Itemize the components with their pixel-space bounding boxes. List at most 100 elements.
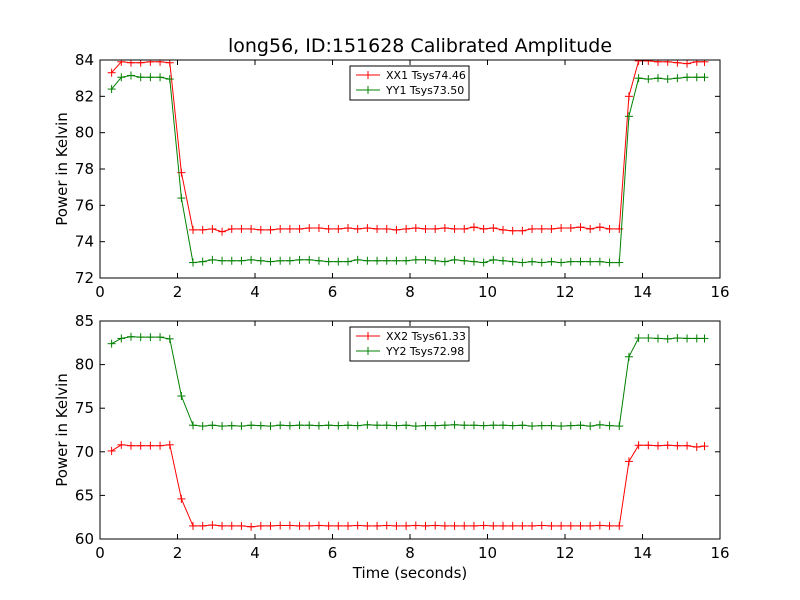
data-point — [295, 224, 304, 233]
data-point — [499, 421, 507, 430]
data-point — [177, 391, 186, 400]
data-point — [146, 60, 155, 66]
data-point — [479, 421, 488, 430]
data-point — [634, 441, 643, 450]
data-point — [654, 334, 662, 343]
data-point — [363, 420, 372, 429]
data-point — [411, 224, 420, 233]
x-tick-label: 16 — [710, 544, 729, 562]
data-point — [411, 422, 420, 431]
data-point — [363, 256, 372, 265]
data-point — [247, 255, 256, 264]
legend: XX2 Tsys61.33 YY2 Tsys72.98 — [349, 326, 470, 362]
data-point — [334, 421, 343, 430]
data-point — [392, 225, 401, 234]
data-point — [156, 60, 165, 66]
data-point — [537, 521, 546, 530]
data-point — [489, 521, 498, 530]
data-point — [353, 421, 362, 430]
data-point — [107, 339, 116, 348]
data-point — [663, 334, 672, 343]
data-point — [353, 224, 362, 233]
data-point — [256, 256, 265, 265]
data-point — [256, 521, 265, 530]
data-point — [586, 521, 595, 530]
data-point — [402, 421, 411, 430]
x-tick-label: 6 — [328, 544, 338, 562]
data-point — [247, 522, 256, 531]
data-point — [334, 521, 343, 530]
data-point — [692, 73, 701, 82]
x-tick-label: 16 — [710, 283, 729, 301]
data-point — [165, 440, 174, 449]
data-point — [566, 421, 575, 430]
data-point — [177, 494, 186, 503]
data-point — [324, 224, 333, 233]
data-point — [499, 256, 507, 265]
data-point — [605, 258, 614, 267]
data-point — [654, 74, 662, 83]
data-point — [107, 68, 116, 77]
data-point — [460, 256, 469, 265]
data-point — [469, 421, 478, 430]
data-point — [624, 352, 633, 361]
data-point — [634, 74, 643, 83]
data-point — [421, 421, 430, 430]
data-point — [518, 258, 527, 267]
data-point — [518, 421, 527, 430]
data-point — [136, 441, 145, 450]
data-point — [692, 334, 701, 343]
data-point — [324, 521, 333, 530]
data-point — [528, 257, 537, 266]
data-point — [295, 421, 304, 430]
data-point — [227, 521, 236, 530]
data-point — [634, 60, 643, 65]
data-point — [117, 334, 126, 343]
data-point — [615, 258, 624, 267]
data-point — [373, 224, 382, 233]
y-tick-label: 76 — [75, 196, 94, 214]
data-point — [314, 521, 323, 530]
data-point — [117, 60, 126, 66]
data-point — [450, 224, 459, 233]
data-point — [537, 258, 546, 267]
series-group — [107, 332, 709, 531]
data-point — [218, 422, 227, 431]
data-point — [334, 224, 343, 233]
data-point — [576, 521, 585, 530]
data-point — [673, 334, 682, 343]
data-point — [256, 225, 265, 234]
data-point — [499, 225, 507, 234]
x-tick-label: 0 — [95, 283, 105, 301]
y-tick-label: 80 — [75, 124, 94, 142]
data-point — [276, 256, 285, 265]
y-tick-label: 85 — [75, 312, 94, 330]
legend-label-0: XX1 Tsys74.46 — [386, 69, 466, 82]
data-point — [654, 441, 662, 450]
data-point — [227, 421, 236, 430]
y-tick-label: 60 — [75, 530, 94, 548]
data-point — [528, 224, 537, 233]
data-point — [557, 258, 566, 267]
data-point — [247, 421, 256, 430]
data-point — [537, 224, 546, 233]
data-point — [107, 446, 116, 455]
data-point — [136, 73, 145, 82]
data-point — [314, 224, 323, 233]
data-point — [189, 421, 197, 430]
legend: XX1 Tsys74.46 YY1 Tsys73.50 — [349, 65, 470, 101]
data-point — [624, 457, 633, 466]
data-point — [392, 521, 401, 530]
data-point — [373, 256, 382, 265]
legend-label-0: XX2 Tsys61.33 — [386, 330, 466, 343]
x-tick-label: 10 — [478, 283, 497, 301]
data-point — [518, 226, 527, 235]
data-point — [276, 421, 285, 430]
data-point — [382, 521, 391, 530]
legend-label-1: YY1 Tsys73.50 — [385, 84, 464, 97]
data-point — [136, 333, 145, 342]
data-point — [700, 73, 709, 82]
x-tick-label: 4 — [250, 544, 260, 562]
data-point — [156, 333, 165, 342]
